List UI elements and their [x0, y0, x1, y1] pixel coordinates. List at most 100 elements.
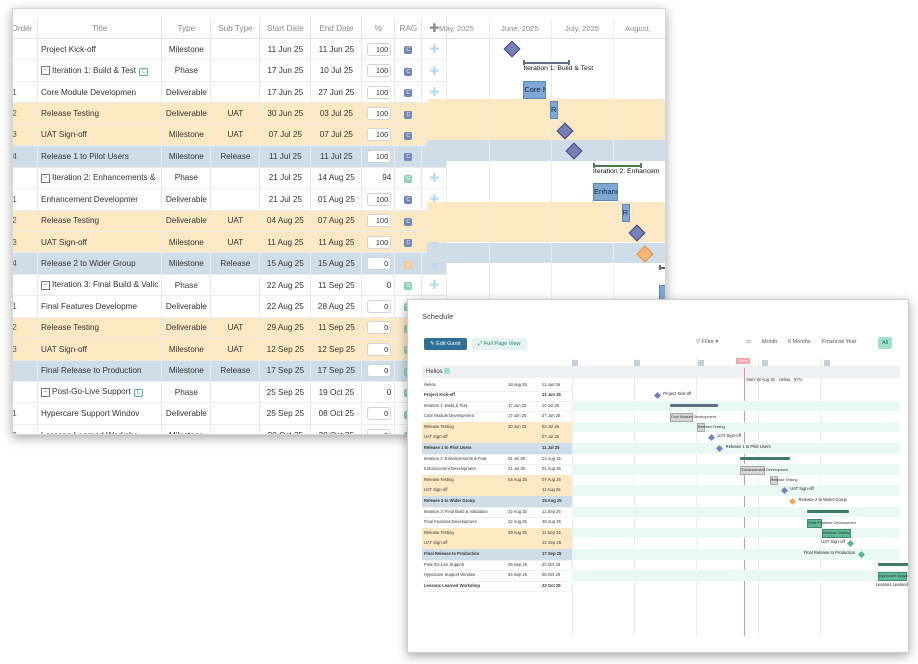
- start-date-cell[interactable]: 21 Jul 25: [259, 188, 312, 211]
- type-cell[interactable]: Milestone: [161, 124, 212, 147]
- collapse-toggle-icon[interactable]: −: [41, 387, 50, 397]
- gantt-phase-summary-bar[interactable]: [658, 264, 665, 270]
- start-date-cell[interactable]: 11 Jul 25: [259, 145, 312, 168]
- rag-status-badge[interactable]: C: [404, 131, 413, 140]
- col-order-header[interactable]: Order: [13, 18, 38, 39]
- start-date-cell[interactable]: 21 Jul 25: [259, 167, 312, 190]
- subtype-cell[interactable]: UAT: [210, 210, 261, 232]
- rag-status-badge[interactable]: C: [404, 196, 413, 205]
- rag-status-badge[interactable]: C: [404, 46, 413, 55]
- rag-cell[interactable]: G: [394, 167, 423, 190]
- start-date-cell[interactable]: 07 Jul 25: [259, 124, 312, 147]
- end-date-cell[interactable]: 15 Aug 25: [310, 252, 363, 275]
- gantt-phase-summary-bar[interactable]: [523, 60, 571, 66]
- start-date-cell[interactable]: 17 Jun 25: [259, 59, 312, 82]
- title-cell[interactable]: − Post-Go-Live Support L: [37, 381, 163, 404]
- order-cell[interactable]: .2: [13, 102, 38, 125]
- gantt-task-bar[interactable]: R: [621, 203, 630, 222]
- add-row-icon[interactable]: ✚: [421, 274, 448, 297]
- start-date-cell[interactable]: 11 Jun 25: [259, 38, 312, 61]
- subtype-cell[interactable]: [210, 274, 261, 297]
- schedule-row[interactable]: Hypercare Support Window 25 Sep 25 08 Oct …: [422, 570, 572, 582]
- percent-cell[interactable]: 100: [361, 38, 396, 61]
- col-rag-header[interactable]: RAG: [394, 18, 423, 39]
- end-date-cell[interactable]: 17 Sep 25: [310, 360, 363, 383]
- end-date-cell[interactable]: 11 Sep 25: [310, 274, 363, 297]
- schedule-task-bar[interactable]: Release Testing: [821, 529, 851, 539]
- rag-status-badge[interactable]: C: [404, 89, 413, 98]
- rag-cell[interactable]: C: [394, 81, 423, 104]
- type-cell[interactable]: Deliverable: [161, 402, 212, 425]
- grid-row[interactable]: .2Lessons Learned Workshc Milestone 20 Oct…: [13, 424, 448, 434]
- type-cell[interactable]: Milestone: [161, 360, 212, 383]
- title-cell[interactable]: Release 1 to Pilot Users: [37, 145, 163, 168]
- rag-cell[interactable]: C: [394, 124, 423, 147]
- type-cell[interactable]: Milestone: [161, 252, 212, 275]
- title-cell[interactable]: Lessons Learned Workshc: [37, 424, 163, 434]
- percent-cell[interactable]: 100: [361, 145, 396, 168]
- percent-cell[interactable]: 94: [361, 167, 396, 190]
- end-date-cell[interactable]: 20 Oct 25: [310, 424, 363, 434]
- view-financial-year-button[interactable]: Financial Year: [822, 339, 857, 345]
- rag-status-badge[interactable]: C: [404, 239, 413, 248]
- percent-input[interactable]: 0: [367, 364, 392, 378]
- end-date-cell[interactable]: 19 Oct 25: [310, 381, 363, 404]
- subtype-cell[interactable]: [210, 59, 261, 82]
- end-date-cell[interactable]: 01 Aug 25: [310, 188, 363, 211]
- rag-cell[interactable]: C: [394, 210, 423, 232]
- grid-row[interactable]: − Post-Go-Live Support L Phase 25 Sep 25 19 O…: [13, 381, 448, 404]
- schedule-row[interactable]: Iteration 2: Enhancements & Feat 21 Jul 2…: [422, 454, 572, 466]
- calendar-icon[interactable]: ▭: [746, 339, 752, 345]
- title-cell[interactable]: Release Testing: [37, 210, 163, 232]
- grid-row[interactable]: Project Kick-off Milestone 11 Jun 25 11 Jun…: [13, 38, 448, 61]
- type-cell[interactable]: Milestone: [161, 38, 212, 61]
- percent-cell[interactable]: 0: [361, 252, 396, 275]
- end-date-cell[interactable]: 10 Jul 25: [310, 59, 363, 82]
- gantt-task-bar[interactable]: Enhanc: [593, 183, 618, 202]
- group-header-helios[interactable]: Helios: [422, 366, 900, 378]
- subtype-cell[interactable]: UAT: [210, 231, 261, 254]
- order-cell[interactable]: .1: [13, 188, 38, 211]
- rag-status-badge[interactable]: C: [404, 153, 413, 162]
- start-date-cell[interactable]: 22 Aug 25: [259, 295, 312, 318]
- percent-cell[interactable]: 100: [361, 102, 396, 125]
- percent-cell[interactable]: 0: [361, 338, 396, 361]
- start-date-cell[interactable]: 29 Aug 25: [259, 317, 312, 340]
- end-date-cell[interactable]: 12 Sep 25: [310, 338, 363, 361]
- title-cell[interactable]: Release Testing: [37, 102, 163, 125]
- order-cell[interactable]: .2: [13, 424, 38, 434]
- rag-status-badge[interactable]: G: [404, 282, 413, 291]
- start-date-cell[interactable]: 30 Jun 25: [259, 102, 312, 125]
- order-cell[interactable]: [13, 360, 38, 383]
- order-cell[interactable]: .2: [13, 317, 38, 340]
- start-date-cell[interactable]: 17 Sep 25: [259, 360, 312, 383]
- title-cell[interactable]: − Iteration 2: Enhancements &: [37, 167, 163, 190]
- subtype-cell[interactable]: [210, 424, 261, 434]
- title-cell[interactable]: Core Module Developmen: [37, 81, 163, 104]
- schedule-row[interactable]: Lessons Learned Workshop 22 Oct 25: [422, 581, 572, 593]
- rag-status-badge[interactable]: C: [404, 217, 413, 226]
- percent-cell[interactable]: 0: [361, 360, 396, 383]
- end-date-cell[interactable]: 07 Aug 25: [310, 210, 363, 232]
- subtype-cell[interactable]: UAT: [210, 102, 261, 125]
- rag-status-badge[interactable]: G: [404, 174, 413, 183]
- type-cell[interactable]: Deliverable: [161, 210, 212, 232]
- end-date-cell[interactable]: 14 Aug 25: [310, 167, 363, 190]
- end-date-cell[interactable]: 11 Jun 25: [310, 38, 363, 61]
- schedule-row[interactable]: Final Release to Production 17 Sep 25: [422, 549, 572, 561]
- view-all-button[interactable]: All: [878, 337, 892, 349]
- order-cell[interactable]: [13, 274, 38, 297]
- percent-cell[interactable]: 0: [361, 295, 396, 318]
- percent-cell[interactable]: 100: [361, 81, 396, 104]
- percent-input[interactable]: 0: [367, 342, 392, 356]
- percent-cell[interactable]: 0: [361, 402, 396, 425]
- subtype-cell[interactable]: Release: [210, 252, 261, 275]
- collapse-toggle-icon[interactable]: −: [41, 173, 50, 183]
- title-cell[interactable]: UAT Sign-off: [37, 124, 163, 147]
- gantt-task-bar[interactable]: Core M: [523, 80, 546, 99]
- subtype-cell[interactable]: [210, 381, 261, 404]
